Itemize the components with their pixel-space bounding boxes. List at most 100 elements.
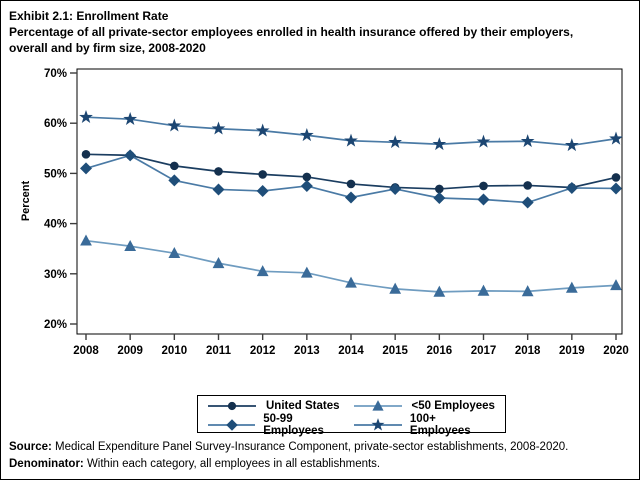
source-note: Source: Medical Expenditure Panel Survey… [9,439,633,456]
series-50-99-employees [80,149,622,209]
legend-label: United States [266,400,340,412]
series-100-employees [79,109,623,152]
star-marker-icon [299,128,314,142]
triangle-marker-icon [345,276,357,288]
diamond-marker-icon [565,181,578,194]
y-tick-label: 20% [44,319,67,331]
x-tick-label: 2013 [294,345,320,357]
triangle-marker-icon [212,257,225,269]
diamond-marker-icon [256,184,269,197]
y-tick-label: 70% [44,68,67,80]
y-tick-label: 30% [44,269,67,281]
circle-marker-icon [611,173,621,182]
circle-marker-icon [346,179,356,189]
x-tick-label: 2010 [162,345,188,357]
legend-item-under-50-employees: <50 Employees [352,399,498,413]
star-marker-icon [370,418,385,431]
diamond-marker-icon [124,149,137,162]
triangle-marker-icon [80,234,92,246]
circle-marker-icon [435,184,444,194]
x-tick-label: 2019 [559,345,585,357]
page-title: Exhibit 2.1: Enrollment Rate Percentage o… [9,8,615,56]
triangle-marker-icon [433,285,446,297]
triangle-marker-icon [371,400,384,411]
diamond-marker-icon [433,191,446,204]
circle-marker-icon [81,150,91,159]
legend-label: 50-99 Employees [263,413,324,437]
x-tick-label: 2008 [73,345,99,357]
star-marker-icon [79,109,93,123]
diamond-marker-icon [389,182,402,195]
circle-marker-icon [227,401,237,411]
triangle-marker-icon [565,281,578,293]
y-axis-title: Percent [20,180,32,221]
source-label: Source: [9,441,52,453]
circle-marker-icon [208,401,256,411]
y-tick-label: 50% [44,168,67,180]
triangle-marker-icon [353,400,402,411]
star-marker-icon [432,137,447,151]
diamond-marker-icon [345,191,357,204]
legend-item-united-states: United States [206,399,352,413]
title-line1: Exhibit 2.1: Enrollment Rate [9,9,169,23]
star-marker-icon [353,418,402,431]
circle-marker-icon [170,161,179,171]
legend-label: 100+ Employees [409,413,471,437]
star-marker-icon [388,135,403,149]
x-tick-label: 2016 [427,345,453,357]
denominator-text: Within each category, all employees in a… [83,458,381,471]
circle-marker-icon [258,170,267,179]
x-axis: 2008 2009 2010 2011 2012 2013 2014 2015 2016 2017… [73,334,629,357]
chart-legend: United States 50-99 Employees <50 Employ… [197,395,506,437]
star-marker-icon [520,134,535,148]
star-marker-icon [476,134,491,148]
x-tick-label: 2014 [338,345,364,357]
triangle-marker-icon [389,282,402,294]
star-marker-icon [167,118,182,132]
x-tick-label: 2018 [515,345,541,357]
diamond-marker-icon [521,196,534,209]
diamond-marker-icon [226,419,238,431]
series--50-employees [80,234,622,297]
x-tick-label: 2020 [603,345,629,357]
plot-area-border [76,68,623,335]
diamond-marker-icon [208,419,256,431]
denominator-label: Denominator: [9,458,84,471]
diamond-marker-icon [610,182,622,195]
legend-item-50-99-employees: 50-99 Employees [206,413,352,437]
y-axis: 20% 30% 40% 50% 60% 70% Percent [20,68,77,331]
star-marker-icon [123,111,138,126]
triangle-marker-icon [477,284,490,296]
triangle-marker-icon [124,239,137,252]
triangle-marker-icon [168,247,181,259]
title-line2: Percentage of all private-sector employe… [9,25,574,56]
star-marker-icon [564,138,579,152]
circle-marker-icon [302,172,312,182]
x-tick-label: 2017 [471,345,497,357]
series-united-states [81,150,621,194]
chart-footnotes: Source: Medical Expenditure Panel Survey… [9,439,633,474]
diamond-marker-icon [300,179,313,192]
denominator-note: Denominator: Within each category, all e… [9,456,633,473]
enrollment-line-chart: 20% 30% 40% 50% 60% 70% Percent 2008 2009 2010 201… [20,68,629,357]
source-text: Medical Expenditure Panel Survey-Insuran… [51,441,569,453]
circle-marker-icon [523,181,532,190]
star-marker-icon [255,123,270,137]
circle-marker-icon [214,167,223,176]
triangle-marker-icon [610,279,622,291]
diamond-marker-icon [477,193,490,206]
legend-item-100plus-employees: 100+ Employees [352,413,498,437]
y-tick-label: 40% [44,219,67,231]
x-tick-label: 2009 [117,345,143,357]
x-tick-label: 2015 [382,345,408,357]
triangle-marker-icon [300,266,313,278]
x-tick-label: 2011 [206,345,232,357]
diamond-marker-icon [168,174,181,187]
star-marker-icon [211,121,226,135]
star-marker-icon [344,133,358,147]
y-tick-label: 60% [44,118,67,130]
legend-label: <50 Employees [411,400,495,412]
x-tick-label: 2012 [250,345,276,357]
triangle-marker-icon [521,285,534,297]
